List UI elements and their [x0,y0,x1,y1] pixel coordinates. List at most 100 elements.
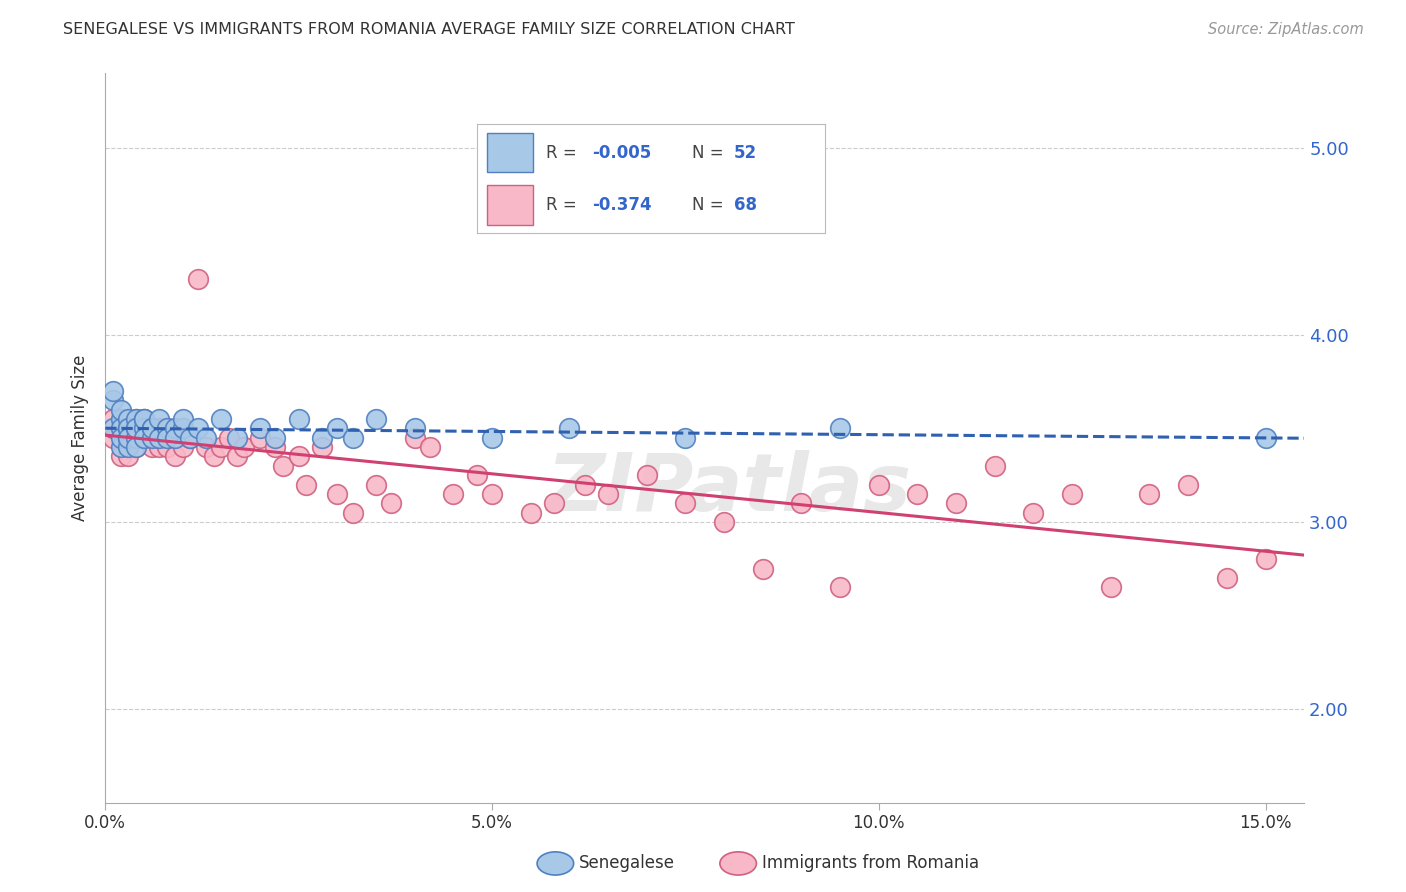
Point [172,421,194,435]
Point [117,431,139,445]
Point [125,431,148,445]
Point [132,412,155,426]
Point [187,421,209,435]
Text: Source: ZipAtlas.com: Source: ZipAtlas.com [1208,22,1364,37]
Point [441,487,464,501]
Point [110,421,132,435]
Point [101,412,124,426]
Point [110,431,132,445]
Point [163,450,186,464]
Point [132,412,155,426]
Point [1139,487,1161,501]
Point [295,477,318,491]
Point [519,506,541,520]
Point [163,431,186,445]
Point [218,431,240,445]
Point [125,421,148,435]
Point [117,421,139,435]
Point [342,506,364,520]
Point [1022,506,1045,520]
Point [125,431,148,445]
Point [311,431,333,445]
Point [465,468,488,483]
Point [163,421,186,435]
Point [148,421,170,435]
Point [326,487,349,501]
Point [1099,581,1122,595]
Point [419,440,441,454]
Point [194,431,217,445]
Point [287,450,309,464]
Point [125,412,148,426]
Point [125,440,148,454]
Point [117,450,139,464]
Point [249,431,271,445]
Point [101,384,124,398]
Point [110,450,132,464]
Point [141,421,163,435]
Point [264,440,287,454]
Point [125,440,148,454]
Point [945,496,967,510]
Point [828,421,851,435]
Point [326,421,349,435]
Point [209,412,232,426]
Point [117,412,139,426]
Point [187,272,209,286]
Point [233,440,256,454]
Point [404,421,426,435]
Point [202,450,225,464]
Point [225,431,247,445]
Text: ZIPatlas: ZIPatlas [546,450,911,528]
Point [380,496,402,510]
Point [673,431,696,445]
Point [110,440,132,454]
Point [156,440,179,454]
Point [1254,431,1277,445]
Y-axis label: Average Family Size: Average Family Size [72,355,89,521]
Point [179,431,201,445]
Point [558,421,581,435]
Point [713,515,735,529]
Point [148,412,170,426]
Point [125,412,148,426]
Point [264,431,287,445]
Point [828,581,851,595]
Point [172,412,194,426]
Point [271,458,294,473]
Point [1062,487,1084,501]
Point [163,431,186,445]
Point [101,431,124,445]
Point [1216,571,1239,585]
Point [868,477,890,491]
Point [117,421,139,435]
Point [751,562,773,576]
Point [543,496,565,510]
Point [132,421,155,435]
Point [481,487,503,501]
Point [156,421,179,435]
Point [117,431,139,445]
Point [132,431,155,445]
Point [141,421,163,435]
Point [404,431,426,445]
Point [156,431,179,445]
Point [342,431,364,445]
Point [141,431,163,445]
Point [148,431,170,445]
Point [132,421,155,435]
Point [141,440,163,454]
Point [1177,477,1199,491]
Point [172,440,194,454]
Point [984,458,1007,473]
Point [287,412,309,426]
Point [225,450,247,464]
Point [141,431,163,445]
Point [364,477,387,491]
Point [481,431,503,445]
Point [172,421,194,435]
Point [117,431,139,445]
Point [148,440,170,454]
Point [596,487,619,501]
Point [132,412,155,426]
